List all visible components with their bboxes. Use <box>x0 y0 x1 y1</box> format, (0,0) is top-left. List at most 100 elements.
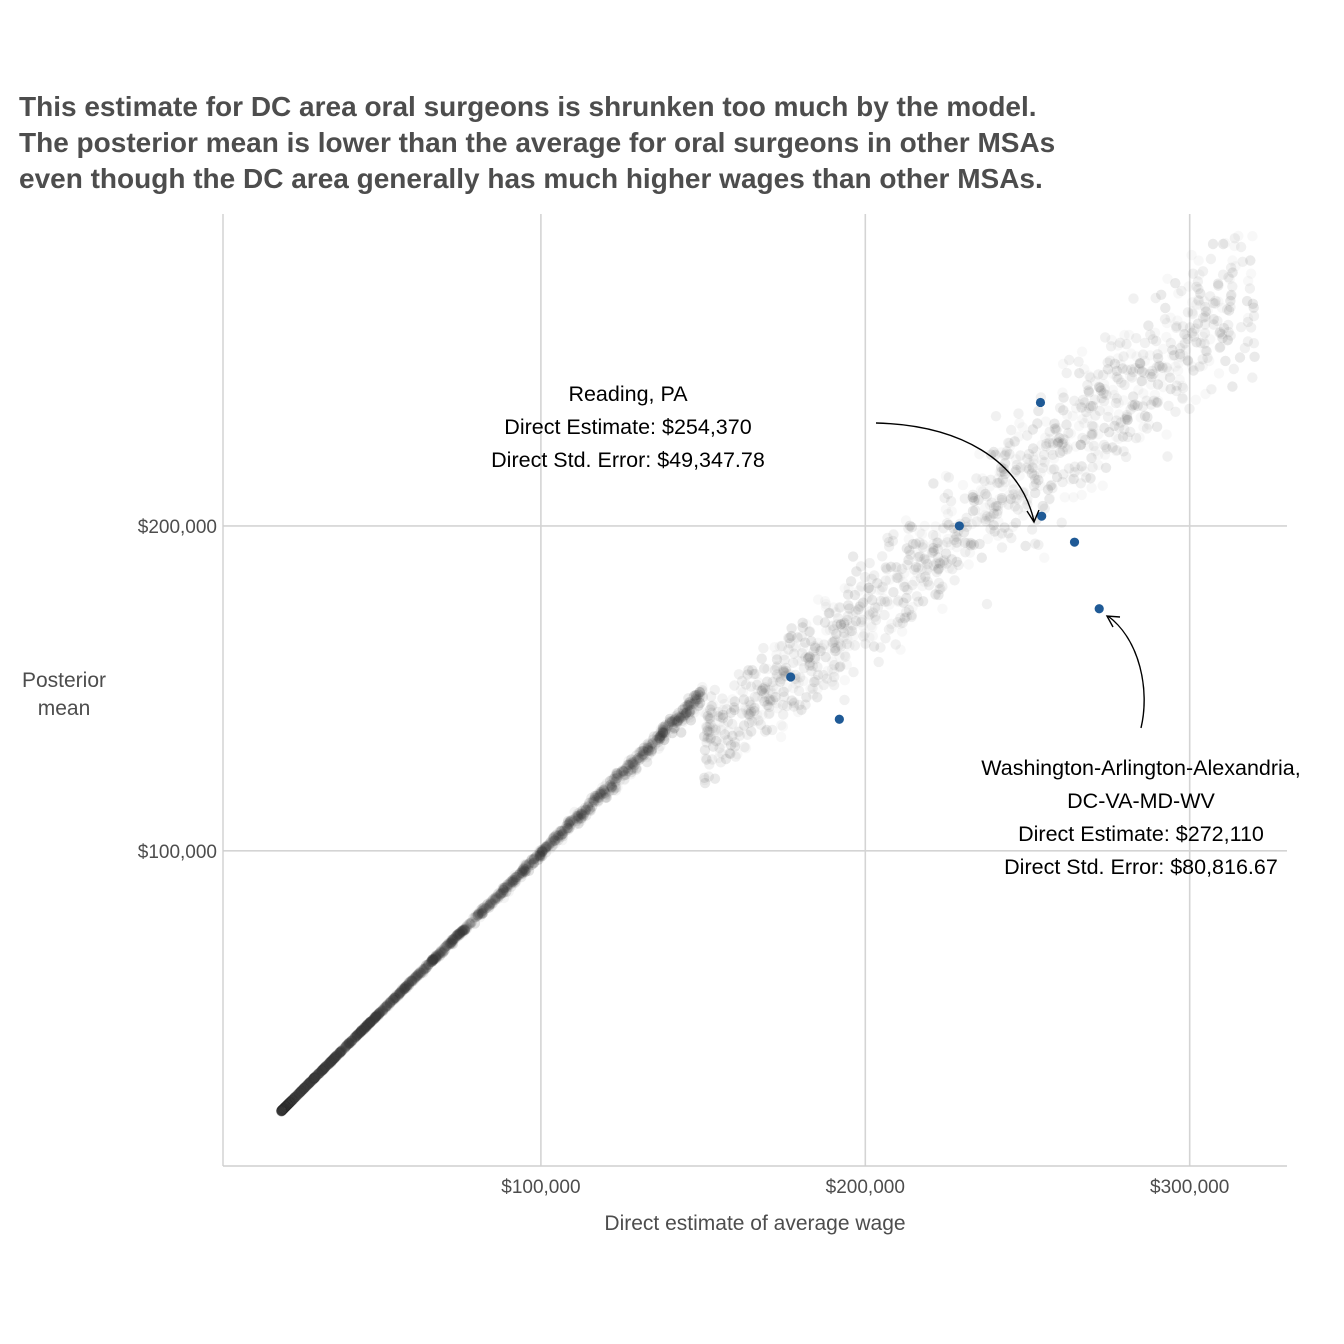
background-point <box>412 969 423 980</box>
background-point <box>1115 338 1125 348</box>
background-point <box>477 903 488 914</box>
background-point <box>589 796 600 808</box>
background-point <box>673 715 684 726</box>
background-point <box>758 643 768 653</box>
background-point <box>277 1104 288 1115</box>
background-point <box>646 746 657 758</box>
background-point <box>1191 395 1201 405</box>
background-point <box>284 1097 295 1109</box>
background-point <box>303 1078 314 1090</box>
background-point <box>282 1099 293 1111</box>
background-point <box>1179 329 1189 339</box>
background-point <box>519 862 530 873</box>
background-point <box>544 838 555 849</box>
background-point <box>560 825 572 836</box>
background-point <box>679 709 691 720</box>
background-point <box>659 727 670 738</box>
background-point <box>517 867 528 878</box>
background-point <box>511 872 522 883</box>
background-point <box>465 919 476 930</box>
background-point <box>937 604 947 614</box>
background-point <box>470 911 481 923</box>
background-point <box>305 1076 316 1088</box>
background-point <box>297 1084 309 1095</box>
background-point <box>395 987 406 998</box>
background-point <box>540 844 551 855</box>
background-point <box>298 1083 309 1094</box>
background-point <box>1195 288 1205 298</box>
background-point <box>589 792 601 803</box>
background-point <box>278 1102 290 1114</box>
background-point <box>276 1106 287 1117</box>
background-point <box>551 833 562 844</box>
background-point <box>1171 323 1181 333</box>
background-point <box>534 847 545 858</box>
background-point <box>336 1046 347 1057</box>
background-point <box>1151 336 1161 346</box>
background-point <box>552 828 563 839</box>
background-point <box>634 746 645 758</box>
background-point <box>430 952 442 963</box>
background-point <box>304 1077 316 1088</box>
background-point <box>279 1102 290 1114</box>
background-point <box>541 840 552 852</box>
background-point <box>1235 352 1245 362</box>
background-point <box>592 795 603 807</box>
background-point <box>646 744 658 755</box>
background-point <box>759 663 769 673</box>
background-point <box>350 1032 361 1043</box>
background-point <box>684 708 695 719</box>
background-point <box>427 954 438 965</box>
background-point <box>475 904 486 916</box>
background-point <box>292 1089 303 1101</box>
background-point <box>318 1063 329 1075</box>
background-point <box>295 1086 307 1097</box>
background-point <box>298 1083 309 1094</box>
background-point <box>565 819 577 830</box>
background-point <box>334 1047 345 1058</box>
background-point <box>668 718 679 729</box>
background-point <box>682 700 693 711</box>
background-point <box>311 1070 323 1081</box>
background-point <box>816 646 826 656</box>
background-point <box>319 1062 330 1073</box>
background-point <box>309 1072 320 1083</box>
background-point <box>493 889 504 900</box>
background-point <box>572 810 584 822</box>
background-point <box>884 624 894 634</box>
background-point <box>476 907 487 918</box>
background-point <box>447 934 458 945</box>
background-point <box>507 875 518 886</box>
background-point <box>376 1005 388 1016</box>
background-point <box>689 690 700 701</box>
background-point <box>659 723 671 734</box>
background-point <box>357 1025 369 1036</box>
background-point <box>689 698 701 709</box>
background-point <box>457 925 468 936</box>
background-point <box>992 478 1002 488</box>
background-point <box>330 1051 341 1062</box>
background-point <box>593 792 604 803</box>
background-point <box>351 1031 362 1042</box>
background-point <box>349 1032 361 1043</box>
background-point <box>514 868 525 879</box>
background-point <box>1137 376 1147 386</box>
background-point <box>498 884 509 895</box>
background-point <box>851 616 861 626</box>
background-point <box>357 1024 368 1035</box>
background-point <box>430 950 441 962</box>
background-point <box>1184 404 1194 414</box>
background-point <box>871 615 881 625</box>
background-point <box>371 1009 383 1021</box>
background-point <box>746 681 756 691</box>
background-point <box>411 970 423 982</box>
background-point <box>313 1068 324 1079</box>
background-point <box>587 801 598 812</box>
background-point <box>658 725 669 736</box>
background-point <box>679 703 691 715</box>
background-point <box>289 1092 300 1103</box>
background-point <box>1043 484 1053 494</box>
background-point <box>281 1100 292 1112</box>
background-point <box>358 1022 370 1034</box>
background-point <box>435 947 447 958</box>
